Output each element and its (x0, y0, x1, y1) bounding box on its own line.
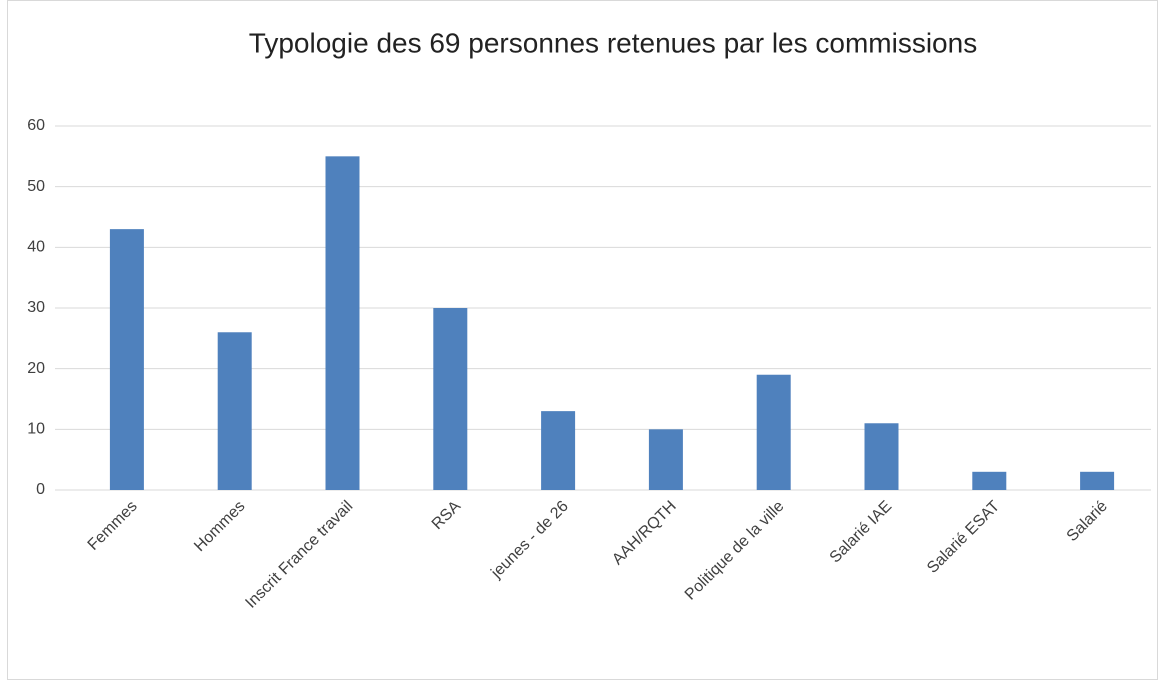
y-tick-label: 50 (27, 178, 45, 195)
chart-border (7, 0, 1158, 680)
y-tick-label: 30 (27, 299, 45, 316)
chart-title: Typologie des 69 personnes retenues par … (249, 27, 977, 58)
y-tick-label: 40 (27, 239, 45, 256)
bar (433, 308, 468, 490)
y-tick-label: 20 (27, 360, 45, 377)
y-tick-label: 0 (36, 481, 45, 498)
bar (109, 229, 144, 490)
bar (972, 471, 1007, 490)
y-tick-label: 10 (27, 421, 45, 438)
bar (1080, 471, 1115, 490)
bar (217, 332, 252, 490)
bar (648, 429, 683, 490)
bar (325, 156, 360, 491)
bar (756, 374, 791, 490)
y-tick-label: 60 (27, 117, 45, 134)
bar (541, 411, 576, 490)
bar (864, 423, 899, 490)
